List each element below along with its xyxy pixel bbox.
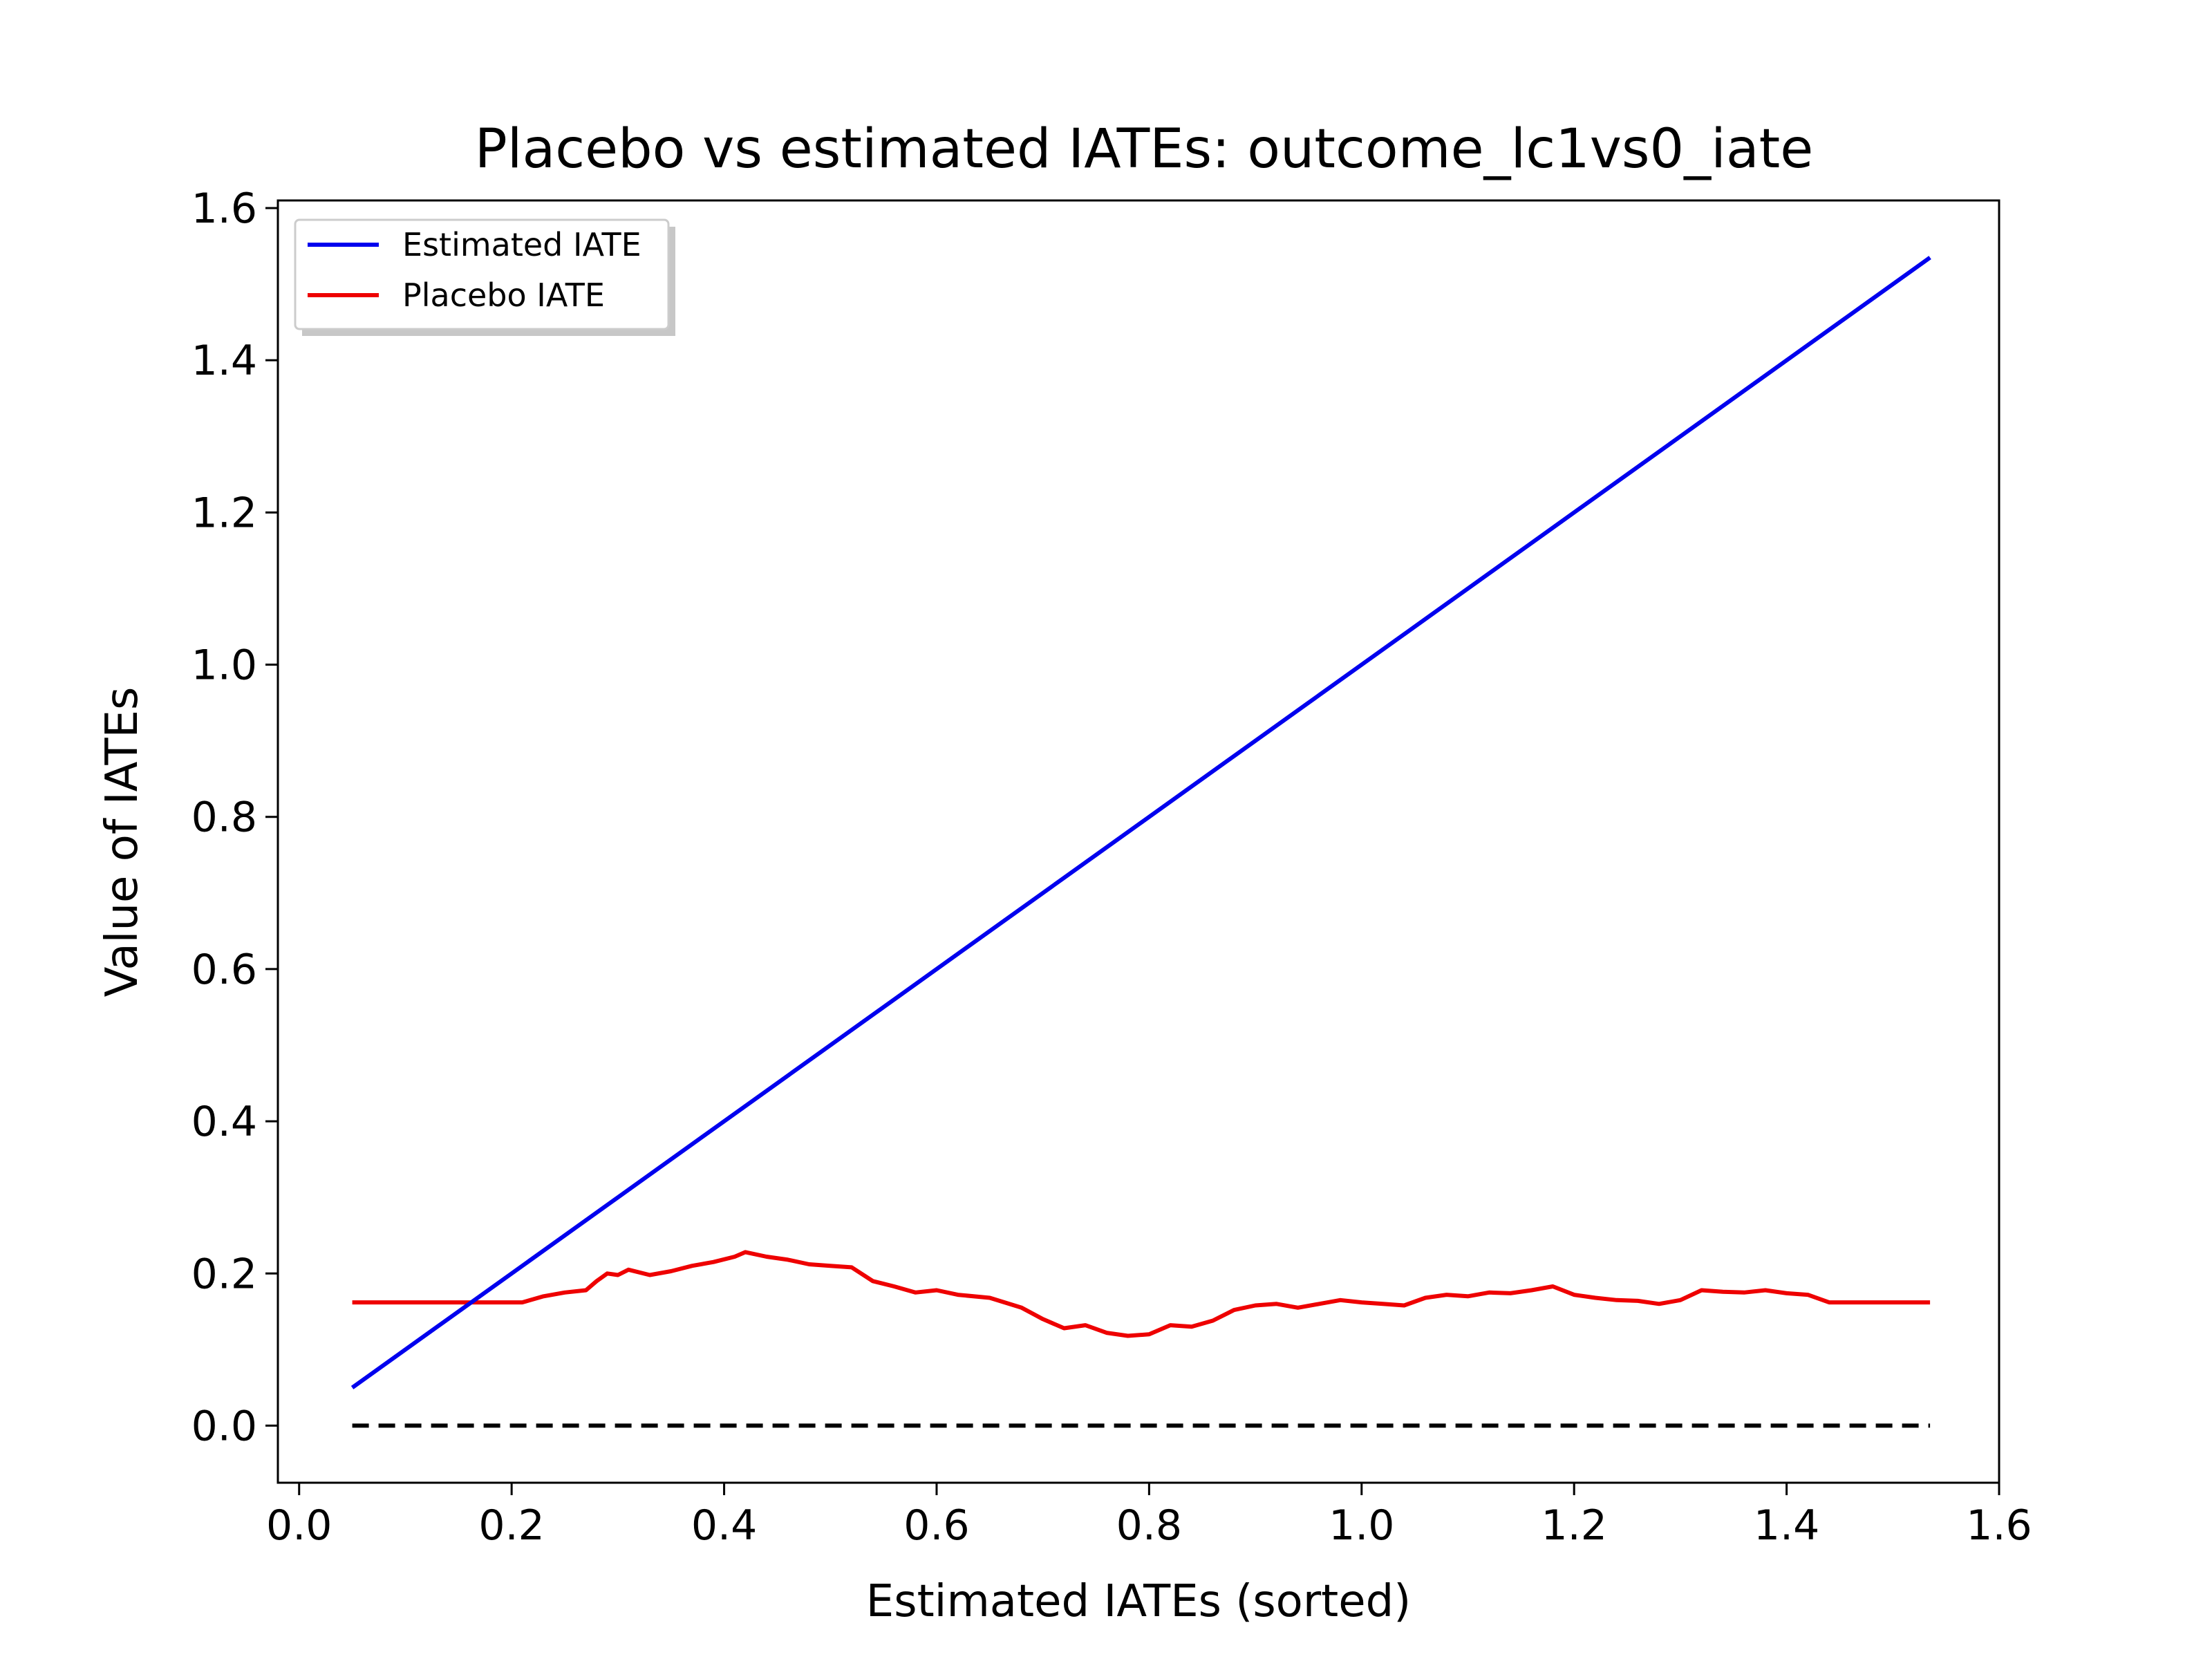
x-tick-label: 0.4 [691, 1501, 757, 1550]
y-axis-label: Value of IATEs [97, 687, 148, 997]
y-tick-label: 0.2 [191, 1250, 257, 1298]
x-tick-label: 0.0 [266, 1501, 332, 1550]
x-axis-label: Estimated IATEs (sorted) [866, 1576, 1411, 1627]
x-tick-label: 0.6 [903, 1501, 969, 1550]
y-tick-label: 1.4 [191, 337, 257, 385]
y-tick-label: 0.6 [191, 946, 257, 994]
plot-frame [276, 199, 2000, 1484]
y-tick-label: 0.8 [191, 794, 257, 842]
y-axis: 0.0 0.2 0.4 0.6 0.8 1.0 1.2 1.4 1.6 [191, 185, 278, 1450]
series-line-estimated-iate [350, 256, 1931, 1389]
legend-label-placebo-iate: Placebo IATE [402, 276, 605, 314]
legend-label-estimated-iate: Estimated IATE [402, 226, 641, 263]
x-tick-label: 1.6 [1966, 1501, 2032, 1550]
x-tick-label: 1.2 [1541, 1501, 1606, 1550]
x-tick-label: 0.2 [478, 1501, 544, 1550]
x-tick-label: 1.4 [1754, 1501, 1819, 1550]
legend: Estimated IATE Placebo IATE [294, 218, 675, 336]
chart-title: Placebo vs estimated IATEs: outcome_lc1v… [475, 118, 1813, 180]
y-tick-label: 1.6 [191, 185, 257, 233]
x-tick-label: 0.8 [1116, 1501, 1182, 1550]
y-tick-label: 1.2 [191, 489, 257, 537]
y-tick-label: 1.0 [191, 641, 257, 690]
y-tick-label: 0.0 [191, 1402, 257, 1450]
series-layer [350, 256, 1931, 1428]
x-tick-label: 1.0 [1329, 1501, 1394, 1550]
y-tick-label: 0.4 [191, 1098, 257, 1146]
legend-box [294, 218, 670, 330]
x-axis: 0.0 0.2 0.4 0.6 0.8 1.0 1.2 1.4 1.6 [266, 1483, 2032, 1550]
series-line-placebo-iate [352, 1250, 1931, 1338]
